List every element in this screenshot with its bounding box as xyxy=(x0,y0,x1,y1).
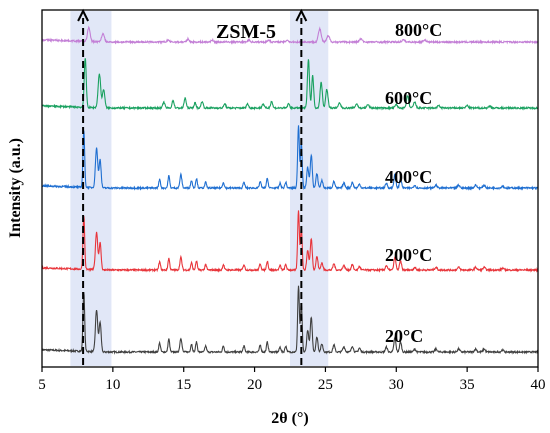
plot-frame xyxy=(41,9,539,368)
x-tick-label-35: 35 xyxy=(460,377,475,393)
y-axis-title: Intensity (a.u.) xyxy=(7,138,24,238)
series-label-200c: 200°C xyxy=(385,245,432,265)
series-label-20c: 20°C xyxy=(385,326,423,346)
series-labels: 20°C 200°C 400°C 600°C 800°C xyxy=(385,20,442,346)
series-label-800c: 800°C xyxy=(395,20,442,40)
x-tick-label-15: 15 xyxy=(176,377,191,393)
x-tick-label-30: 30 xyxy=(389,377,404,393)
series-label-600c: 600°C xyxy=(385,88,432,108)
x-tick-label-20: 20 xyxy=(247,377,262,393)
x-tick-label-25: 25 xyxy=(318,377,333,393)
series-label-400c: 400°C xyxy=(385,167,432,187)
dashed-markers xyxy=(77,8,308,365)
marker-arrowhead-2 xyxy=(295,8,308,22)
series-line-200c xyxy=(41,210,539,273)
series-line-800c xyxy=(41,25,539,45)
annotation-zsm5: ZSM-5 xyxy=(216,21,276,43)
x-axis-title: 2θ (°) xyxy=(271,410,308,427)
series-line-400c xyxy=(41,125,539,191)
series-line-600c xyxy=(41,58,539,111)
x-tick-label-10: 10 xyxy=(105,377,120,393)
x-axis-ticks: 5 10 15 20 25 30 35 40 xyxy=(38,367,546,393)
series-line-20c xyxy=(41,285,539,355)
x-tick-label-5: 5 xyxy=(38,377,46,393)
x-tick-label-40: 40 xyxy=(531,377,546,393)
series-group xyxy=(41,25,539,355)
marker-arrowhead-1 xyxy=(77,8,89,22)
